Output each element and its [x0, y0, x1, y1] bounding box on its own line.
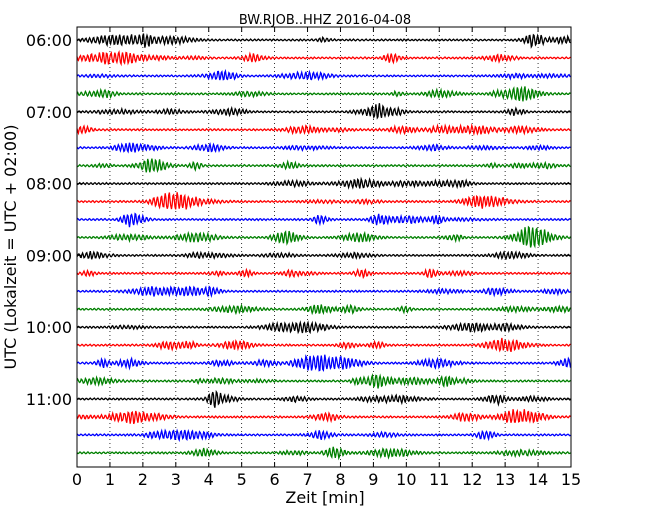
trace-line	[76, 446, 571, 461]
trace-line	[76, 285, 571, 298]
y-tick-label: 11:00	[26, 390, 72, 409]
trace-line	[76, 176, 571, 190]
x-tick-label: 6	[270, 470, 280, 489]
plot-frame	[76, 26, 572, 468]
trace-line	[76, 250, 571, 261]
x-tick-label: 2	[138, 470, 148, 489]
x-tick-label: 7	[302, 470, 312, 489]
chart-title: BW.RJOB..HHZ 2016-04-08	[239, 13, 411, 28]
trace-line	[76, 303, 572, 316]
trace-line	[76, 337, 571, 353]
trace-line	[76, 33, 571, 49]
y-tick-label: 06:00	[26, 31, 72, 50]
trace-line	[76, 354, 572, 373]
trace-line	[76, 225, 572, 249]
y-tick-label: 07:00	[26, 103, 72, 122]
x-tick-label: 13	[495, 470, 515, 489]
trace-line	[76, 103, 571, 120]
x-tick-label: 5	[237, 470, 247, 489]
trace-line	[76, 158, 571, 174]
vertical-grid	[109, 27, 539, 467]
x-axis-label: Zeit [min]	[285, 488, 364, 507]
x-tick-label: 10	[396, 470, 416, 489]
y-axis-label: UTC (Lokalzeit = UTC + 02:00)	[1, 125, 20, 370]
x-tick-label: 15	[561, 470, 581, 489]
trace-line	[76, 212, 572, 228]
x-tick-label: 8	[335, 470, 345, 489]
trace-line	[76, 85, 571, 102]
x-tick-label: 11	[429, 470, 449, 489]
y-tick-label: 10:00	[26, 318, 72, 337]
y-axis-ticks: 06:00 07:00 08:00 09:00 10:00 11:00	[26, 31, 571, 409]
trace-group	[76, 33, 572, 461]
x-tick-label: 12	[462, 470, 482, 489]
x-tick-label: 3	[171, 470, 181, 489]
trace-line	[76, 142, 571, 154]
x-tick-label: 4	[204, 470, 214, 489]
trace-line	[76, 320, 571, 335]
trace-line	[76, 49, 571, 67]
trace-line	[76, 123, 571, 137]
x-tick-label: 14	[528, 470, 548, 489]
trace-line	[76, 428, 571, 443]
trace-line	[76, 389, 571, 408]
trace-line	[76, 408, 571, 425]
y-tick-label: 08:00	[26, 175, 72, 194]
trace-line	[76, 192, 571, 210]
trace-line	[76, 68, 572, 82]
x-tick-label: 0	[72, 470, 82, 489]
x-tick-label: 1	[105, 470, 115, 489]
x-tick-label: 9	[368, 470, 378, 489]
y-tick-label: 09:00	[26, 246, 72, 265]
trace-line	[76, 373, 571, 389]
x-axis-ticks: 0 1 2 3 4 5 6 7 8 9 10 11 12 13 14 15	[72, 27, 581, 489]
trace-line	[76, 267, 571, 280]
